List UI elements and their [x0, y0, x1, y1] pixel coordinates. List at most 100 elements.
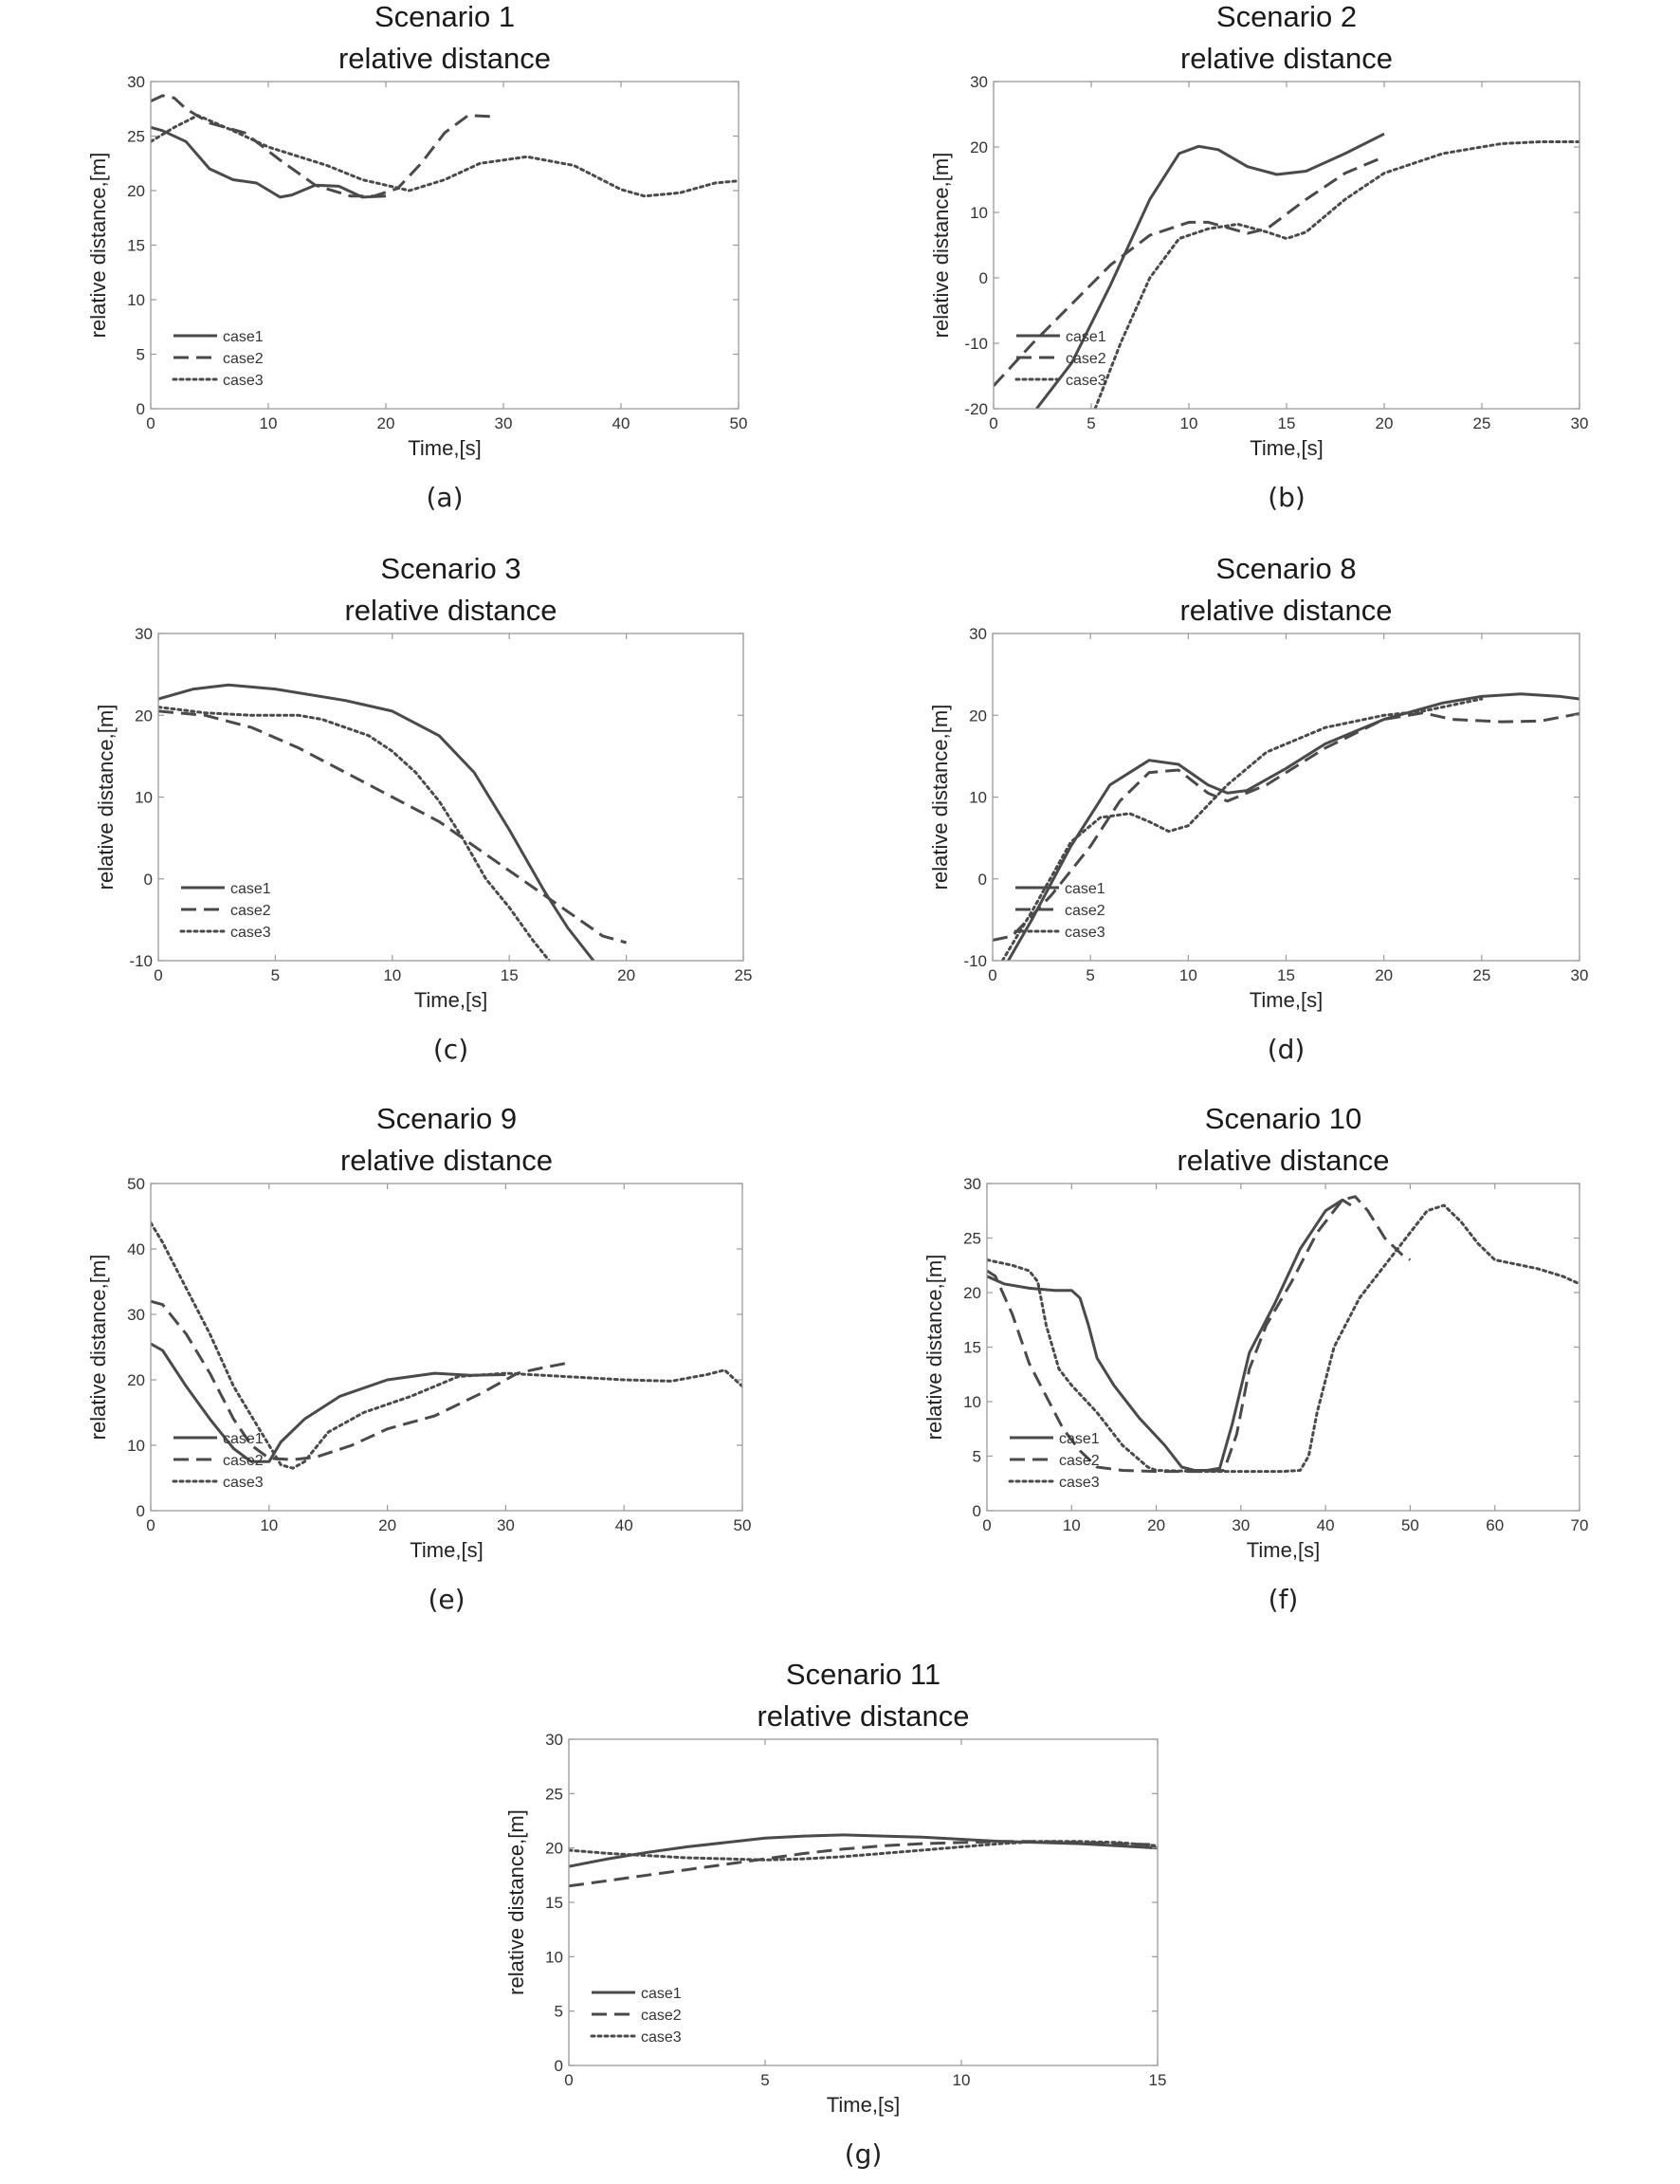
legend-label: case3 [230, 925, 271, 941]
x-tick-label: 15 [1278, 414, 1296, 432]
y-tick-label: 30 [969, 625, 987, 643]
x-tick-label: 5 [1087, 414, 1095, 432]
series-line-case2 [569, 1840, 1158, 1888]
legend-label: case1 [1066, 329, 1106, 345]
chart-panel: Scenario 1 relative distance 0 10 20 30 40 50 0 5… [86, 0, 747, 513]
x-axis-label: Time,[s] [1250, 988, 1323, 1012]
y-tick-label: 25 [127, 128, 145, 146]
x-tick-label: 15 [1277, 966, 1295, 984]
y-tick-label: 30 [127, 1306, 145, 1324]
series-line-case2 [993, 711, 1580, 942]
legend-label: case2 [641, 2008, 682, 2024]
y-tick-label: -20 [964, 400, 988, 418]
x-tick-label: 25 [735, 966, 753, 984]
y-tick-label: 10 [135, 789, 153, 807]
y-axis-label: relative distance,[m] [928, 705, 952, 890]
x-tick-label: 0 [988, 966, 996, 984]
x-tick-label: 0 [989, 414, 997, 432]
y-axis-label: relative distance,[m] [86, 1255, 110, 1441]
y-tick-label: 5 [137, 346, 145, 364]
x-tick-label: 60 [1486, 1516, 1504, 1534]
x-axis-label: Time,[s] [408, 436, 481, 460]
y-tick-label: 5 [973, 1448, 981, 1466]
series-line-case1 [158, 683, 595, 961]
x-tick-label: 20 [377, 414, 395, 432]
x-tick-label: 5 [271, 966, 280, 984]
series-line-case3 [1093, 140, 1580, 409]
axes-box [150, 1183, 743, 1512]
chart-panel: Scenario 9 relative distance 0 10 20 30 40 50 0 1… [86, 1102, 751, 1615]
y-tick-label: 0 [973, 1502, 981, 1520]
x-tick-label: 50 [734, 1516, 752, 1534]
panel-caption: (d) [1268, 1034, 1306, 1065]
y-tick-label: 15 [127, 237, 145, 255]
panel-caption: (f) [1269, 1584, 1299, 1615]
chart-panel: Scenario 3 relative distance 0 5 10 15 20 25 -10… [94, 552, 752, 1065]
series-group [569, 1833, 1158, 1888]
chart-subtitle: relative distance [757, 1699, 969, 1733]
x-axis-label: Time,[s] [827, 2093, 900, 2117]
y-tick-label: 0 [144, 871, 153, 889]
y-axis-label: relative distance,[m] [922, 1255, 946, 1441]
y-tick-label: -10 [963, 952, 987, 970]
y-tick-label: -10 [129, 952, 153, 970]
series-group [987, 1195, 1580, 1474]
x-tick-label: 10 [953, 2071, 971, 2089]
series-line-case3 [158, 706, 551, 961]
series-group [994, 132, 1580, 409]
x-tick-label: 20 [1375, 966, 1393, 984]
y-axis-label: relative distance,[m] [504, 1809, 528, 1995]
chart-title: Scenario 9 [376, 1102, 517, 1135]
x-tick-label: 20 [1147, 1516, 1165, 1534]
chart-subtitle: relative distance [1179, 594, 1392, 627]
y-tick-label: 30 [545, 1731, 563, 1749]
series-group [158, 683, 628, 961]
x-tick-label: 5 [1086, 966, 1094, 984]
y-tick-label: 20 [127, 182, 145, 200]
chart-title: Scenario 10 [1205, 1102, 1361, 1135]
x-tick-label: 10 [260, 414, 278, 432]
y-tick-label: 10 [127, 291, 145, 309]
panel-caption: (a) [426, 482, 463, 513]
x-tick-label: 15 [501, 966, 519, 984]
y-tick-label: -10 [964, 335, 988, 353]
y-tick-label: 20 [970, 138, 988, 156]
series-line-case1 [987, 1198, 1352, 1472]
series-line-case3 [151, 114, 739, 198]
legend-label: case3 [1066, 373, 1106, 389]
chart-title: Scenario 11 [786, 1658, 940, 1691]
chart-subtitle: relative distance [338, 42, 551, 75]
y-tick-label: 0 [979, 269, 988, 287]
x-tick-label: 30 [495, 414, 513, 432]
series-line-case1 [569, 1833, 1158, 1868]
x-tick-label: 10 [383, 966, 401, 984]
series-line-case2 [994, 155, 1385, 387]
y-axis-label: relative distance,[m] [94, 705, 118, 890]
series-group [151, 1220, 742, 1470]
legend-label: case2 [1066, 351, 1106, 367]
x-tick-label: 40 [615, 1516, 633, 1534]
legend-label: case3 [223, 1475, 264, 1491]
y-tick-label: 20 [135, 707, 153, 725]
legend-label: case1 [223, 1431, 264, 1447]
series-line-case3 [987, 1203, 1580, 1474]
legend-label: case1 [1065, 881, 1105, 897]
y-tick-label: 20 [969, 707, 987, 725]
y-tick-label: 30 [970, 73, 988, 91]
series-line-case2 [987, 1195, 1412, 1474]
y-tick-label: 15 [963, 1339, 981, 1357]
x-axis-label: Time,[s] [410, 1538, 483, 1562]
series-line-case1 [1007, 692, 1580, 961]
y-tick-label: 10 [970, 204, 988, 222]
chart-subtitle: relative distance [340, 1144, 553, 1177]
x-tick-label: 50 [730, 414, 748, 432]
legend-label: case3 [1065, 925, 1105, 941]
x-tick-label: 40 [612, 414, 630, 432]
x-tick-label: 0 [982, 1516, 991, 1534]
y-tick-label: 10 [545, 1948, 563, 1966]
chart-title: Scenario 2 [1216, 0, 1357, 33]
series-line-case2 [151, 94, 492, 198]
series-group [993, 692, 1580, 961]
x-tick-label: 30 [497, 1516, 515, 1534]
x-tick-label: 0 [146, 1516, 155, 1534]
